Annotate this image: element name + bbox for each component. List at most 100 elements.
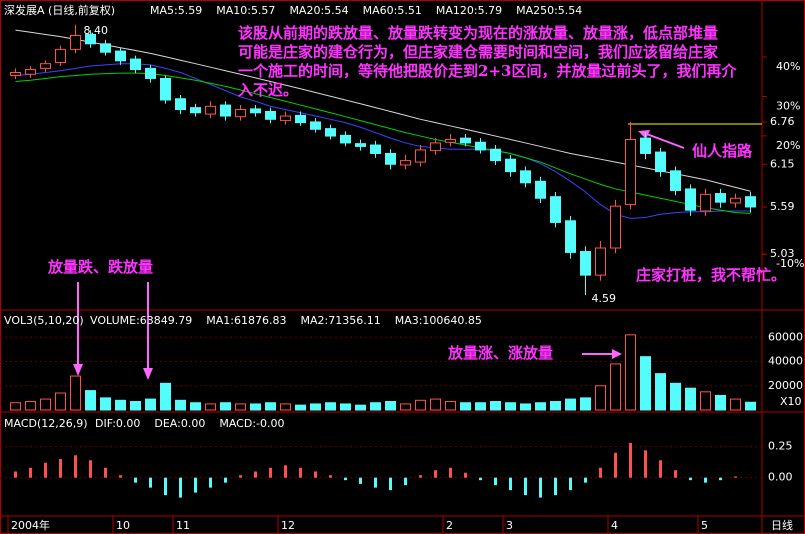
volume-bar (250, 403, 261, 411)
indicator: MA60:5.51 (363, 4, 422, 17)
arrow-head (143, 368, 153, 380)
candle-body (355, 143, 366, 147)
note-line: 一个施工的时间，等待他把股价走到2+3区间，并放量过前头了，我们再介 (238, 62, 737, 80)
volume-bar (55, 392, 66, 411)
low-label: 4.59 (592, 292, 617, 305)
indicator: MA1:61876.83 (206, 314, 286, 327)
volume-bar (625, 334, 636, 411)
candle-body (100, 43, 111, 53)
volume-bar (640, 356, 651, 411)
volume-bar (550, 401, 561, 411)
candle-body (655, 151, 666, 173)
volume-bar (520, 403, 531, 411)
volume-bar (475, 402, 486, 411)
volume-bar (340, 403, 351, 411)
candle-body (85, 33, 96, 45)
candle-body (175, 98, 186, 111)
volume-bar (670, 382, 681, 411)
candle-body (10, 71, 21, 76)
volume-bar (295, 404, 306, 411)
arrow-head (612, 349, 622, 359)
volume-bar (565, 398, 576, 411)
indicator: MA10:5.57 (216, 4, 275, 17)
candle-body (505, 158, 516, 173)
y-tick-label: 20000 (768, 379, 803, 392)
y2-tick-label: -10% (776, 257, 804, 270)
volume-bar (40, 398, 51, 411)
volume-bar (355, 404, 366, 411)
candle-body (370, 144, 381, 154)
candle-body (250, 108, 261, 114)
unit-note: X10 (780, 395, 802, 408)
candle-body (640, 137, 651, 154)
y2-tick-label: 20% (776, 139, 800, 152)
arrow-head (638, 130, 650, 139)
x-tick-label: 2 (446, 519, 453, 532)
candle-body (550, 196, 561, 223)
candle-body (700, 193, 711, 212)
candle-body (475, 141, 486, 151)
note-line: 可能是庄家的建仓行为，但庄家建仓需要时间和空间，我们应该留给庄家 (238, 43, 718, 61)
volume-bar (745, 401, 756, 411)
chart-title: 深发展A (日线,前复权) (4, 3, 115, 17)
y-tick-label: 0.00 (768, 471, 793, 484)
indicator: DEA:0.00 (154, 417, 205, 430)
volume-bar (100, 397, 111, 411)
volume-bar (490, 401, 501, 411)
candle-body (130, 58, 141, 71)
volume-bar (445, 401, 456, 411)
volume-bar (115, 399, 126, 411)
candle-body (70, 35, 81, 50)
candle-body (385, 152, 396, 165)
indicator: MACD:-0.00 (219, 417, 284, 430)
candle-body (670, 170, 681, 191)
volume-bar (85, 390, 96, 411)
volume-bar (400, 403, 411, 411)
candle-body (625, 138, 636, 206)
y-tick-label: 60000 (768, 330, 803, 343)
indicator: MA120:5.79 (436, 4, 502, 17)
volume-bar (190, 402, 201, 411)
volume-bar (715, 394, 726, 411)
candle-body (310, 121, 321, 130)
y-tick-label: 5.03 (770, 247, 795, 260)
volume-bar (325, 402, 336, 411)
arrow (643, 132, 685, 149)
candle-body (145, 67, 156, 79)
volume-bar (130, 401, 141, 411)
x-tick-label: 5 (701, 519, 708, 532)
y-tick-label: 40000 (768, 355, 803, 368)
x-tick-label: 12 (281, 519, 295, 532)
y-tick-label: 6.15 (770, 157, 795, 170)
y-tick-label: 5.59 (770, 200, 795, 213)
volume-bar (205, 403, 216, 411)
candle-body (460, 137, 471, 144)
candle-body (730, 197, 741, 204)
x-tick-label: 10 (116, 519, 130, 532)
volume-bar (505, 402, 516, 411)
callout: 放量跌、跌放量 (47, 258, 153, 276)
candle-body (160, 77, 171, 101)
volume-bar (280, 403, 291, 411)
candle-body (340, 134, 351, 144)
candle-body (55, 48, 66, 64)
panel-title: MACD(12,26,9) (4, 417, 88, 430)
candle-body (715, 193, 726, 203)
candle-body (610, 205, 621, 249)
volume-bar (535, 402, 546, 411)
candle-body (430, 142, 441, 152)
candle-body (325, 128, 336, 137)
candle-body (295, 114, 306, 124)
volume-bar (610, 363, 621, 411)
indicator: MA5:5.59 (150, 4, 202, 17)
x-tick-label: 4 (611, 519, 618, 532)
note-line: 入不迟。 (238, 81, 298, 99)
indicator: MA250:5.54 (516, 4, 582, 17)
candle-body (685, 188, 696, 211)
volume-bar (580, 397, 591, 411)
volume-bar (220, 402, 231, 411)
callout: 放量涨、涨放量 (447, 344, 553, 362)
candle-body (235, 109, 246, 118)
